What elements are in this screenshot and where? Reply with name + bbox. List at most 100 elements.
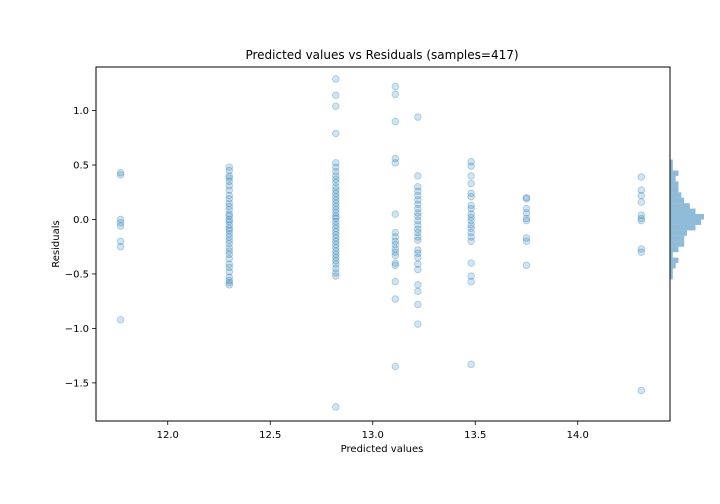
scatter-point [332,214,340,223]
plot-frame [95,66,671,422]
scatter-point [637,214,645,223]
scatter-point [332,159,340,167]
histogram-bar [670,241,685,247]
scatter-point [332,231,340,239]
scatter-point [225,255,233,263]
scatter-point [391,159,399,167]
scatter-point [414,216,422,225]
histogram-bar [670,165,673,171]
scatter-point [637,248,645,256]
scatter-point [467,172,475,180]
scatter-point [225,260,233,268]
scatter-point [391,237,399,245]
histogram-bar [670,197,685,204]
scatter-point [225,195,233,203]
scatter-point [391,154,399,163]
histogram-bar [670,246,679,253]
y-tick-label: 0.5 [73,161,89,172]
histogram-bar [670,257,679,264]
scatter-point [637,216,645,225]
scatter-point [522,234,531,242]
scatter-point [414,236,422,244]
scatter-point [467,272,475,280]
histogram-bar [670,186,679,193]
scatter-point [116,219,125,227]
y-axis-label: Residuals [51,220,62,267]
scatter-point [414,281,422,289]
scatter-point [414,191,422,200]
x-tick-label: 13.5 [464,430,486,441]
scatter-point [225,172,233,180]
scatter-point [225,268,233,276]
scatter-point [637,173,645,181]
histogram-bar [670,224,696,231]
scatter-point [391,245,399,253]
scatter-point [332,189,340,198]
scatter-points [116,75,645,411]
scatter-point [225,273,233,281]
scatter-point [414,204,422,213]
scatter-point [225,191,233,200]
scatter-point [414,183,422,191]
scatter-point [467,158,475,166]
scatter-point [522,209,531,217]
scatter-point [414,200,422,208]
scatter-point [414,225,422,233]
scatter-point [225,276,233,285]
scatter-point [332,269,340,277]
scatter-point [116,316,125,324]
scatter-point [116,243,125,251]
scatter-point [332,102,340,110]
y-tick-label: −1.0 [65,324,89,335]
y-tick-label: −0.5 [65,269,89,280]
scatter-point [225,215,233,224]
scatter-point [332,250,340,259]
scatter-point [225,163,233,171]
scatter-point [332,163,340,171]
scatter-point [116,215,125,224]
scatter-point [391,210,399,218]
scatter-point [332,224,340,232]
scatter-point [332,91,340,100]
scatter-point [522,195,531,203]
scatter-point [332,272,340,280]
scatter-point [225,236,233,244]
scatter-point [467,360,475,369]
histogram-bar [670,273,673,280]
histogram-bar [670,268,673,274]
scatter-point [414,287,422,296]
scatter-point [116,222,125,230]
scatter-point [225,212,233,220]
histogram-bar [670,219,702,225]
scatter-point [414,253,422,262]
scatter-point [414,196,422,204]
scatter-point [225,229,233,238]
histogram-bar [670,159,673,166]
chart-title: Predicted values vs Residuals (samples=4… [245,48,518,62]
scatter-point [225,250,233,259]
scatter-point [522,204,531,213]
scatter-point [467,237,475,245]
scatter-point [637,386,645,395]
scatter-point [332,209,340,217]
scatter-point [225,281,233,289]
scatter-point [332,237,340,245]
scatter-point [637,191,645,200]
scatter-point [637,245,645,253]
scatter-point [332,264,340,273]
scatter-point [332,247,340,255]
scatter-point [332,129,340,138]
scatter-point [467,228,475,237]
scatter-point [225,205,233,214]
scatter-point [467,259,475,267]
scatter-point [414,113,422,121]
scatter-point [225,182,233,190]
scatter-point [467,204,475,213]
histogram-bar [670,170,679,176]
x-tick-label: 12.0 [157,430,179,441]
scatter-point [414,209,422,217]
scatter-point [637,198,645,206]
scatter-point [225,166,233,175]
scatter-point [391,117,399,126]
scatter-point [225,210,233,218]
